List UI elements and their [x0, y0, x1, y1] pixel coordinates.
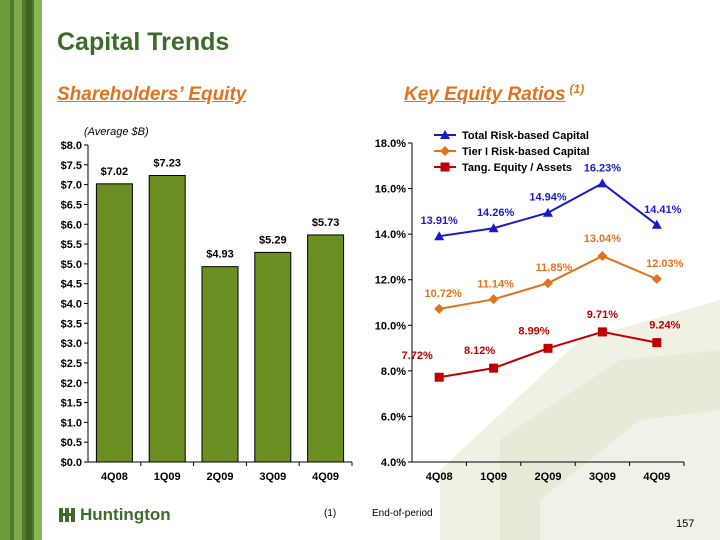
data-label: 14.94% — [529, 192, 567, 204]
data-point-marker — [651, 219, 662, 229]
data-point-marker — [488, 294, 499, 305]
data-label: 13.04% — [584, 233, 622, 245]
unit-note: (Average $B) — [84, 126, 149, 138]
y-tick-label: $0.5 — [61, 437, 82, 449]
data-point-marker — [597, 178, 608, 188]
data-label: 8.99% — [518, 325, 549, 337]
legend-label: Tier I Risk-based Capital — [462, 146, 590, 158]
y-tick-label: $0.0 — [61, 457, 82, 469]
y-tick-label: $7.5 — [61, 160, 82, 172]
y-tick-label: 16.0% — [375, 184, 406, 196]
x-tick-label: 4Q09 — [643, 471, 670, 483]
data-label: 8.12% — [464, 345, 495, 357]
bar-value-label: $7.23 — [153, 158, 181, 170]
y-tick-label: $7.0 — [61, 180, 82, 192]
data-label: 11.14% — [477, 278, 514, 290]
data-point-marker — [434, 231, 445, 241]
y-tick-label: $4.0 — [61, 299, 82, 311]
y-tick-label: $1.0 — [61, 417, 82, 429]
data-point-marker — [652, 338, 662, 348]
legend-label: Total Risk-based Capital — [462, 130, 589, 142]
bar-value-label: $7.02 — [101, 166, 129, 178]
bar-value-label: $5.29 — [259, 234, 287, 246]
data-label: 11.85% — [536, 262, 573, 274]
y-tick-label: 4.0% — [381, 457, 406, 469]
bar — [254, 251, 292, 463]
footnote-reference: (1) — [569, 82, 585, 96]
bar — [95, 183, 133, 463]
bar — [148, 175, 186, 463]
key-equity-ratios-heading-text: Key Equity Ratios — [404, 84, 566, 105]
data-label: 10.72% — [425, 288, 463, 300]
data-label: 9.71% — [587, 309, 618, 321]
legend-swatch-marker — [440, 162, 450, 172]
data-label: 16.23% — [584, 162, 622, 174]
y-tick-label: $6.0 — [61, 219, 82, 231]
y-tick-label: $6.5 — [61, 199, 82, 211]
y-tick-label: $1.5 — [61, 398, 82, 410]
data-point-marker — [543, 207, 553, 217]
data-label: 7.72% — [402, 350, 433, 362]
data-label: 14.26% — [477, 207, 515, 219]
data-point-marker — [434, 303, 445, 314]
y-tick-label: 18.0% — [375, 138, 406, 150]
data-point-marker — [489, 363, 499, 373]
x-tick-label: 2Q09 — [535, 471, 562, 483]
data-point-marker — [434, 372, 444, 382]
key-equity-ratios-heading: Key Equity Ratios (1) — [404, 82, 585, 106]
x-tick-label: 1Q09 — [480, 471, 507, 483]
legend-label: Tang. Equity / Assets — [462, 162, 572, 174]
y-tick-label: 12.0% — [375, 275, 406, 287]
page-title: Capital Trends — [57, 28, 230, 56]
data-label: 12.03% — [646, 258, 684, 270]
legend-swatch-marker — [440, 130, 450, 139]
x-tick-label: 3Q09 — [589, 471, 616, 483]
x-tick-label: 1Q09 — [154, 471, 181, 483]
page-number: 157 — [676, 518, 695, 530]
x-tick-label: 3Q09 — [259, 471, 286, 483]
data-point-marker — [597, 251, 608, 262]
y-tick-label: 14.0% — [375, 229, 406, 241]
data-label: 9.24% — [649, 320, 680, 332]
x-tick-label: 4Q08 — [101, 471, 128, 483]
data-point-marker — [651, 274, 662, 285]
data-label: 14.41% — [644, 204, 682, 216]
y-tick-label: $4.5 — [61, 279, 82, 291]
huntington-logo-icon — [59, 508, 75, 522]
huntington-logo: Huntington — [58, 505, 171, 525]
data-point-marker — [488, 223, 499, 233]
y-tick-label: $5.5 — [61, 239, 82, 251]
legend-swatch-marker — [440, 146, 450, 156]
y-tick-label: $3.5 — [61, 318, 82, 330]
y-tick-label: $3.0 — [61, 338, 82, 350]
data-label: 13.91% — [421, 215, 459, 227]
x-tick-label: 4Q09 — [312, 471, 339, 483]
y-tick-label: $8.0 — [61, 140, 82, 152]
y-tick-label: $2.0 — [61, 378, 82, 390]
y-tick-label: 6.0% — [381, 411, 406, 423]
data-point-marker — [597, 327, 607, 337]
y-tick-label: 10.0% — [375, 320, 406, 332]
decorative-sidebar — [0, 0, 42, 540]
bar — [201, 266, 239, 463]
y-tick-label: 8.0% — [381, 366, 406, 378]
x-tick-label: 2Q09 — [207, 471, 234, 483]
shareholders-equity-heading: Shareholders’ Equity — [57, 84, 247, 105]
data-point-marker — [543, 343, 553, 353]
bar — [307, 234, 345, 463]
data-point-marker — [543, 278, 553, 289]
bar-value-label: $5.73 — [312, 217, 340, 229]
footnote-text: End-of-period — [372, 508, 433, 519]
footnote: (1) End-of-period — [324, 508, 433, 519]
x-tick-label: 4Q08 — [426, 471, 453, 483]
logo-text: Huntington — [80, 505, 171, 524]
bar-value-label: $4.93 — [206, 249, 234, 261]
footnote-number: (1) — [324, 508, 337, 519]
y-tick-label: $5.0 — [61, 259, 82, 271]
y-tick-label: $2.5 — [61, 358, 82, 370]
